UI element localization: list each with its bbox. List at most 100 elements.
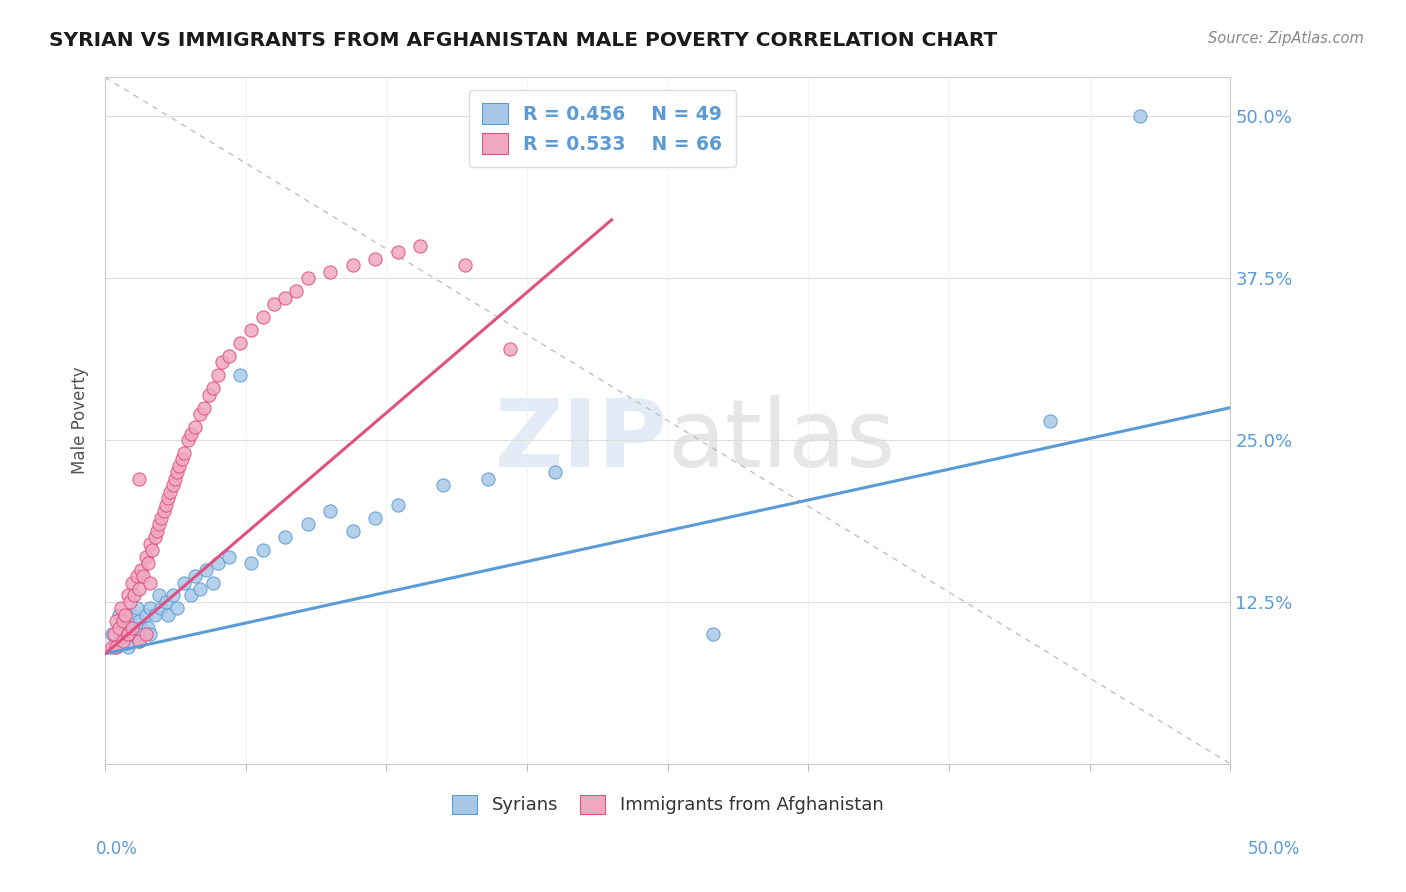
Point	[218, 549, 240, 564]
Point	[197, 388, 219, 402]
Point	[112, 633, 135, 648]
Point	[184, 420, 207, 434]
Point	[139, 536, 162, 550]
Point	[132, 627, 155, 641]
Point	[141, 543, 163, 558]
Point	[150, 601, 173, 615]
Point	[202, 381, 225, 395]
Point	[163, 472, 186, 486]
Point	[211, 355, 233, 369]
Point	[128, 472, 150, 486]
Point	[105, 615, 128, 629]
Point	[240, 556, 263, 570]
Point	[157, 607, 180, 622]
Point	[166, 601, 188, 615]
Point	[342, 524, 364, 538]
Point	[124, 589, 146, 603]
Point	[128, 615, 150, 629]
Point	[202, 575, 225, 590]
Point	[110, 633, 132, 648]
Point	[477, 472, 499, 486]
Point	[252, 543, 274, 558]
Point	[297, 517, 319, 532]
Point	[702, 627, 724, 641]
Point	[499, 343, 522, 357]
Point	[105, 640, 128, 655]
Point	[146, 524, 169, 538]
Point	[319, 504, 342, 518]
Point	[180, 589, 202, 603]
Point	[387, 498, 409, 512]
Point	[188, 407, 211, 421]
Point	[274, 530, 297, 544]
Point	[112, 615, 135, 629]
Point	[252, 310, 274, 324]
Point	[170, 452, 193, 467]
Point	[162, 478, 184, 492]
Point	[128, 633, 150, 648]
Point	[166, 466, 188, 480]
Point	[117, 627, 139, 641]
Text: ZIP: ZIP	[495, 395, 668, 487]
Point	[274, 291, 297, 305]
Point	[1039, 414, 1062, 428]
Point	[195, 563, 218, 577]
Point	[387, 245, 409, 260]
Point	[162, 589, 184, 603]
Point	[319, 265, 342, 279]
Point	[139, 627, 162, 641]
Point	[105, 640, 128, 655]
Point	[129, 621, 152, 635]
Point	[218, 349, 240, 363]
Point	[180, 426, 202, 441]
Point	[112, 621, 135, 635]
Point	[297, 271, 319, 285]
Point	[364, 252, 387, 266]
Point	[155, 595, 177, 609]
Point	[432, 478, 454, 492]
Point	[125, 601, 148, 615]
Legend: Syrians, Immigrants from Afghanistan: Syrians, Immigrants from Afghanistan	[443, 786, 893, 823]
Point	[240, 323, 263, 337]
Point	[342, 258, 364, 272]
Point	[117, 615, 139, 629]
Point	[101, 640, 124, 655]
Text: SYRIAN VS IMMIGRANTS FROM AFGHANISTAN MALE POVERTY CORRELATION CHART: SYRIAN VS IMMIGRANTS FROM AFGHANISTAN MA…	[49, 31, 997, 50]
Point	[135, 549, 157, 564]
Text: 0.0%: 0.0%	[96, 840, 138, 858]
Point	[409, 239, 432, 253]
Point	[148, 589, 170, 603]
Point	[184, 569, 207, 583]
Point	[135, 627, 157, 641]
Point	[103, 627, 125, 641]
Point	[148, 517, 170, 532]
Point	[107, 607, 129, 622]
Point	[139, 575, 162, 590]
Point	[1129, 109, 1152, 123]
Point	[121, 621, 143, 635]
Point	[155, 498, 177, 512]
Point	[188, 582, 211, 596]
Point	[139, 601, 162, 615]
Point	[143, 530, 166, 544]
Point	[173, 575, 195, 590]
Text: atlas: atlas	[668, 395, 896, 487]
Point	[125, 569, 148, 583]
Point	[150, 510, 173, 524]
Point	[229, 368, 252, 383]
Point	[110, 601, 132, 615]
Point	[118, 595, 141, 609]
Point	[263, 297, 285, 311]
Text: Source: ZipAtlas.com: Source: ZipAtlas.com	[1208, 31, 1364, 46]
Point	[136, 621, 159, 635]
Point	[173, 446, 195, 460]
Point	[364, 510, 387, 524]
Point	[114, 627, 136, 641]
Point	[207, 556, 229, 570]
Point	[193, 401, 215, 415]
Point	[135, 607, 157, 622]
Point	[544, 466, 567, 480]
Point	[124, 627, 146, 641]
Point	[169, 458, 191, 473]
Point	[285, 284, 308, 298]
